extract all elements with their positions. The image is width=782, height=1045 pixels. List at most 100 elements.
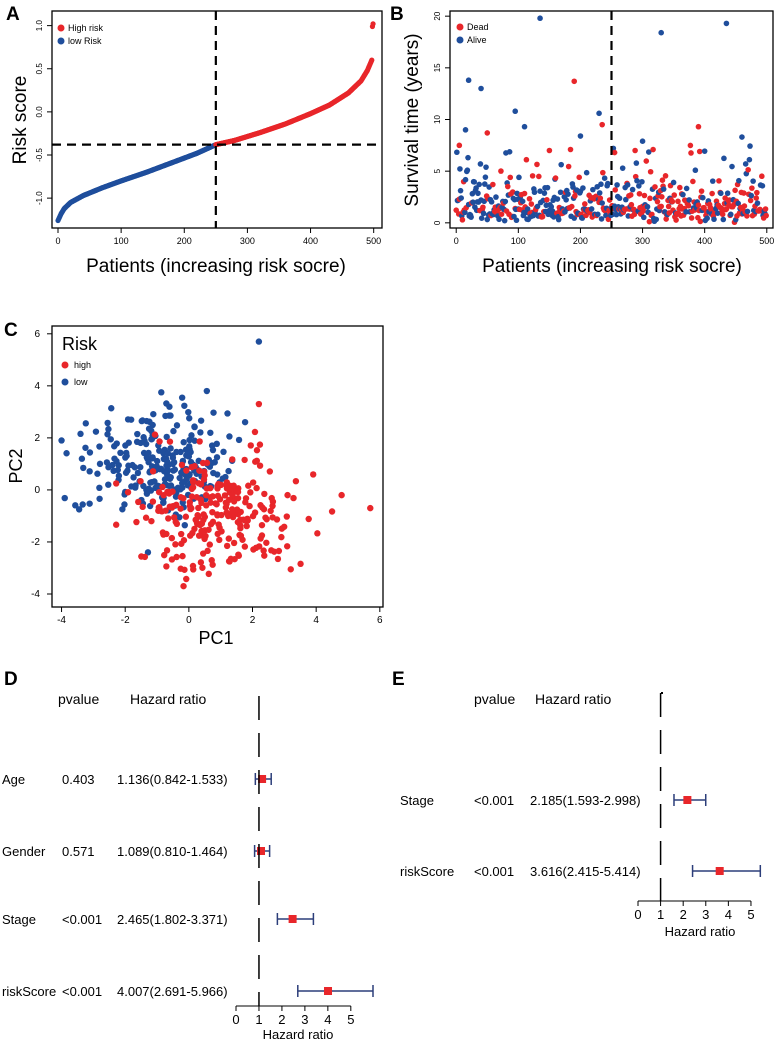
point-dead	[536, 173, 542, 180]
point-alive	[557, 189, 564, 196]
point-low	[145, 425, 153, 432]
point-dead	[759, 173, 765, 180]
row-hazard-ratio: 2.465(1.802-3.371)	[117, 912, 228, 927]
point-low	[121, 501, 128, 508]
point-alive	[746, 156, 753, 163]
point-low	[241, 418, 249, 426]
point-alive	[658, 29, 664, 36]
point-dead	[456, 142, 463, 149]
point-high	[177, 530, 185, 538]
point-alive	[554, 196, 561, 202]
row-pvalue: <0.001	[62, 912, 102, 927]
point-high	[159, 483, 166, 491]
point-low	[154, 482, 161, 489]
point-high	[257, 502, 264, 509]
point-alive	[541, 190, 548, 196]
point-alive	[457, 166, 463, 172]
point-alive	[493, 194, 499, 200]
legend-label-high: high	[74, 360, 91, 370]
point-dead	[507, 174, 514, 181]
point-alive	[601, 175, 608, 182]
point-high	[227, 555, 235, 563]
point-alive	[454, 149, 460, 156]
x-axis: 0 1 2 3 4 5	[232, 696, 354, 1027]
point-high	[186, 532, 194, 539]
legend: Dead Alive	[456, 22, 489, 45]
point-dead	[662, 173, 669, 179]
point-low	[197, 417, 205, 424]
point-low	[108, 405, 115, 412]
point-high	[228, 506, 236, 513]
x-tick-label: 5	[747, 907, 754, 922]
point-high	[229, 456, 236, 463]
point-high	[234, 494, 242, 502]
point-dead	[732, 187, 738, 194]
point-low	[210, 409, 217, 416]
point-alive	[519, 198, 526, 205]
point-dead	[677, 184, 683, 191]
point-low	[86, 468, 93, 475]
point-low	[170, 427, 177, 435]
reference-marker	[661, 692, 663, 694]
point-low	[127, 416, 135, 423]
point-low	[58, 437, 65, 444]
point-alive	[596, 110, 602, 117]
point-alive	[636, 183, 642, 189]
point-high	[297, 560, 304, 568]
point-high	[263, 516, 270, 523]
hazard-ratio-point	[288, 915, 297, 923]
point-high	[290, 494, 297, 502]
x-axis-label: PC1	[198, 628, 233, 648]
y-tick-label: 4	[34, 381, 40, 392]
point-low	[169, 460, 177, 468]
point-high	[247, 442, 254, 449]
point-low	[103, 459, 111, 466]
point-alive	[747, 143, 753, 149]
row-label: riskScore	[400, 864, 454, 879]
point-low	[185, 453, 193, 460]
point-high	[338, 491, 345, 499]
point-low	[104, 431, 111, 438]
point-alive	[622, 196, 629, 203]
point-alive	[583, 169, 590, 176]
x-tick-label: 1	[255, 1012, 262, 1027]
y-axis: 0 5 10 15 20	[433, 11, 450, 225]
forest-rows: Stage <0.001 2.185(1.593-2.998) riskScore <0…	[400, 793, 762, 879]
point-high	[179, 552, 186, 560]
point-alive	[645, 149, 652, 155]
point-alive	[478, 85, 484, 92]
y-tick-label: 10	[433, 115, 442, 124]
point-alive	[531, 189, 538, 196]
point-alive	[613, 211, 620, 218]
point-high	[283, 513, 290, 520]
point-dead	[671, 192, 678, 198]
point-high	[218, 511, 225, 519]
point-high	[177, 565, 184, 572]
point-dead	[697, 218, 704, 225]
point-dead	[544, 197, 550, 203]
point-low	[164, 450, 172, 457]
row-hazard-ratio: 1.136(0.842-1.533)	[117, 772, 228, 787]
point-dead	[567, 146, 574, 153]
point-low	[171, 466, 179, 473]
point-alive	[598, 216, 605, 222]
point-low	[220, 448, 227, 456]
point-high	[197, 559, 205, 566]
point-high	[239, 536, 246, 543]
point-high	[133, 518, 140, 526]
point-low	[226, 433, 233, 440]
y-tick-label: 0	[34, 485, 40, 496]
point-high	[230, 539, 238, 547]
point-high	[151, 431, 159, 438]
point-alive	[475, 190, 481, 197]
point-low	[140, 434, 147, 441]
point-low	[137, 463, 144, 471]
point-low	[153, 457, 161, 465]
point-high	[269, 498, 277, 505]
point-low	[148, 479, 155, 486]
plot-marks	[52, 11, 382, 228]
row-pvalue: <0.001	[474, 793, 514, 808]
hazard-ratio-point	[257, 847, 266, 855]
point-high	[246, 502, 253, 510]
point-alive	[599, 200, 605, 206]
